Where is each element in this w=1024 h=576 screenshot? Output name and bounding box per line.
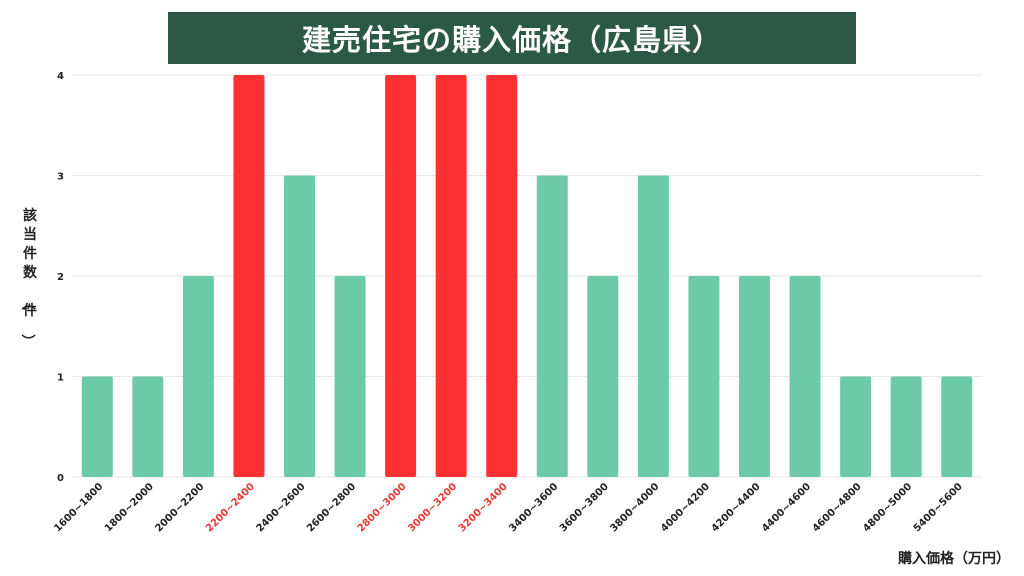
- x-tick-label: 1800~2000: [103, 481, 156, 534]
- bar-5400~5600: [941, 376, 973, 477]
- y-axis-label: 該当件数（件）: [19, 207, 38, 348]
- x-tick-label: 5400~5600: [912, 481, 965, 534]
- y-tick-label: 0: [57, 473, 64, 484]
- y-tick-label: 2: [57, 272, 64, 283]
- y-tick-label: 1: [57, 373, 64, 384]
- x-tick-label: 1600~1800: [52, 481, 105, 534]
- bar-3200~3400: [486, 75, 518, 477]
- bar-4400~4600: [789, 276, 821, 477]
- title-banner: 建売住宅の購入価格（広島県）: [168, 12, 856, 64]
- bar-4800~5000: [890, 376, 922, 477]
- x-tick-label: 2800~3000: [356, 481, 409, 534]
- x-tick-label: 4000~4200: [659, 481, 712, 534]
- bar-2400~2600: [284, 175, 315, 477]
- bar-3000~3200: [435, 75, 467, 477]
- x-tick-label: 4400~4600: [760, 481, 813, 534]
- bar-3600~3800: [587, 276, 619, 477]
- bar-4600~4800: [840, 376, 872, 477]
- x-tick-label: 3800~4000: [608, 481, 661, 534]
- y-tick-label: 3: [57, 172, 64, 183]
- bar-3800~4000: [637, 175, 669, 477]
- x-tick-label: 2000~2200: [153, 481, 206, 534]
- bar-2000~2200: [182, 276, 214, 477]
- x-tick-label: 3600~3800: [558, 481, 611, 534]
- bar-1600~1800: [81, 376, 113, 477]
- x-tick-label: 2200~2400: [204, 481, 257, 534]
- bar-2600~2800: [334, 276, 366, 477]
- y-tick-label: 4: [57, 71, 64, 82]
- chart-title: 建売住宅の購入価格（広島県）: [301, 23, 722, 57]
- bar-3400~3600: [536, 175, 568, 477]
- x-axis-label: 購入価格（万円）: [898, 551, 1010, 567]
- x-tick-label: 3400~3600: [507, 481, 560, 534]
- x-tick-label: 4800~5000: [861, 481, 914, 534]
- x-tick-label: 2400~2600: [255, 481, 308, 534]
- bar-2800~3000: [385, 75, 417, 477]
- x-tick-label: 3200~3400: [457, 481, 510, 534]
- bar-4000~4200: [688, 276, 720, 477]
- x-tick-label: 4600~4800: [811, 481, 864, 534]
- x-tick-label: 4200~4400: [710, 481, 763, 534]
- bar-1800~2000: [132, 376, 164, 477]
- bar-2200~2400: [233, 75, 265, 477]
- bar-4200~4400: [739, 276, 770, 477]
- x-tick-label: 3000~3200: [406, 481, 459, 534]
- x-tick-label: 2600~2800: [305, 481, 358, 534]
